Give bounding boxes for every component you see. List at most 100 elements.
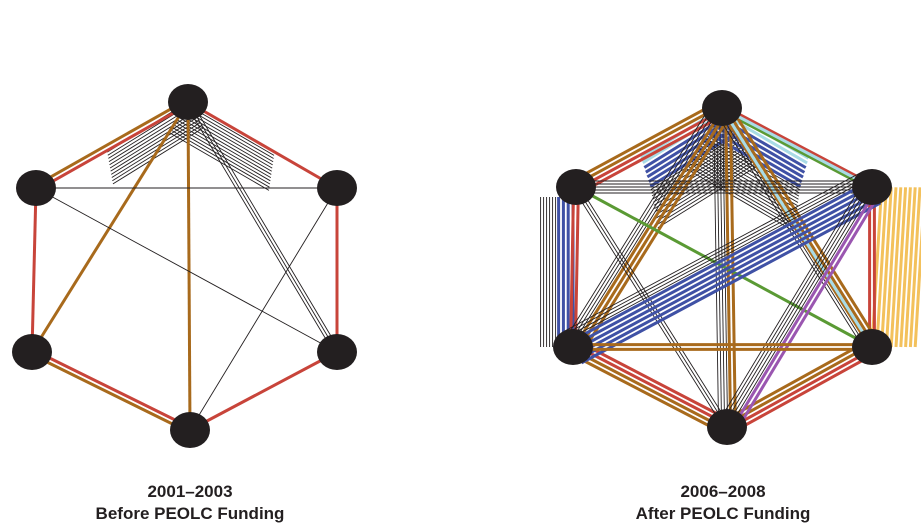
node-lower-left — [12, 334, 52, 370]
fan-line — [889, 187, 903, 348]
edge-line — [575, 186, 728, 428]
caption-label: After PEOLC Funding — [635, 504, 811, 523]
edge-line — [575, 185, 873, 349]
edge-line — [728, 107, 737, 427]
edge-line — [576, 108, 724, 191]
edge-line — [571, 347, 727, 431]
edge-line — [34, 98, 188, 188]
node-lower-right — [852, 329, 892, 365]
edge-line — [721, 106, 873, 189]
edge-line — [189, 187, 338, 431]
fan-line — [178, 117, 272, 172]
fan-line — [875, 187, 888, 348]
edge-line — [187, 101, 338, 353]
edge-line — [575, 339, 732, 422]
edge-line — [565, 173, 866, 335]
fan-line — [169, 132, 270, 191]
node-bottom — [707, 409, 747, 445]
edge-line — [35, 187, 338, 353]
node-upper-left — [16, 170, 56, 206]
node-upper-right — [852, 169, 892, 205]
edge-line — [727, 347, 874, 431]
edge-line — [720, 183, 867, 424]
edge-line — [568, 178, 868, 340]
caption-period: 2001–2003 — [147, 482, 233, 501]
node-lower-right — [317, 334, 357, 370]
fan-line — [112, 127, 205, 185]
fan-line — [180, 114, 273, 169]
edge-line — [185, 103, 335, 354]
fan-line — [174, 124, 271, 182]
fan-line — [109, 114, 197, 169]
node-upper-left — [556, 169, 596, 205]
edge-line — [187, 100, 338, 190]
caption-period: 2006–2008 — [680, 482, 766, 501]
edge-line — [722, 339, 870, 423]
fan-line — [654, 149, 749, 209]
edge-line — [719, 108, 872, 349]
fan-line — [692, 158, 796, 219]
caption-label: Before PEOLC Funding — [95, 504, 285, 523]
edge-line — [715, 111, 866, 352]
node-bottom — [170, 412, 210, 448]
fan-line — [657, 162, 757, 225]
edge-line — [720, 107, 874, 348]
edge-line — [572, 107, 725, 349]
edge-line — [189, 350, 338, 432]
edge-line — [580, 112, 733, 354]
edge-line — [720, 108, 872, 191]
network-before-funding — [12, 84, 357, 448]
edge-line — [725, 186, 872, 427]
fan-line — [111, 119, 200, 175]
fan-line — [884, 187, 898, 348]
fan-line — [689, 163, 796, 226]
edge-line — [36, 102, 190, 192]
fan-line — [908, 187, 921, 348]
edge-line — [571, 184, 873, 348]
fan-line — [183, 109, 274, 163]
edge-line — [30, 101, 190, 353]
edge-line — [573, 187, 580, 348]
edge-line — [573, 188, 725, 429]
edge-line — [30, 352, 190, 434]
edge-line — [573, 343, 729, 427]
edge-line — [569, 180, 870, 344]
edge-line — [32, 348, 192, 430]
edge-line — [190, 100, 340, 351]
edge-line — [569, 186, 576, 347]
fan-line — [880, 187, 893, 348]
edge-line — [728, 187, 875, 429]
edge-line — [580, 201, 882, 365]
fan-line — [177, 119, 272, 175]
edge-line — [717, 110, 869, 350]
edge-line — [186, 101, 192, 431]
edge-line — [734, 191, 882, 433]
fan-line — [656, 160, 755, 222]
fan-line — [109, 111, 195, 166]
edge-line — [718, 181, 864, 423]
fan-line — [175, 122, 272, 179]
edge-line — [571, 106, 721, 347]
edge-line — [729, 351, 877, 435]
node-top — [168, 84, 208, 120]
edge-line — [574, 104, 722, 187]
node-lower-left — [553, 329, 593, 365]
edge-line — [567, 176, 867, 337]
fan-line — [904, 187, 917, 348]
edge-line — [564, 170, 864, 332]
edge-line — [576, 193, 877, 356]
edge-line — [568, 352, 725, 435]
edge-line — [30, 187, 38, 353]
node-top — [702, 90, 742, 126]
caption-before-funding: 2001–2003 Before PEOLC Funding — [40, 481, 340, 525]
edge-line — [571, 100, 720, 182]
edge-line — [725, 343, 872, 427]
edge-line — [573, 188, 875, 352]
network-after-funding — [540, 90, 921, 445]
fan-line — [655, 155, 752, 216]
edge-line — [730, 188, 878, 431]
caption-after-funding: 2006–2008 After PEOLC Funding — [573, 481, 873, 525]
fan-line — [894, 187, 908, 348]
edge-line — [722, 104, 874, 187]
